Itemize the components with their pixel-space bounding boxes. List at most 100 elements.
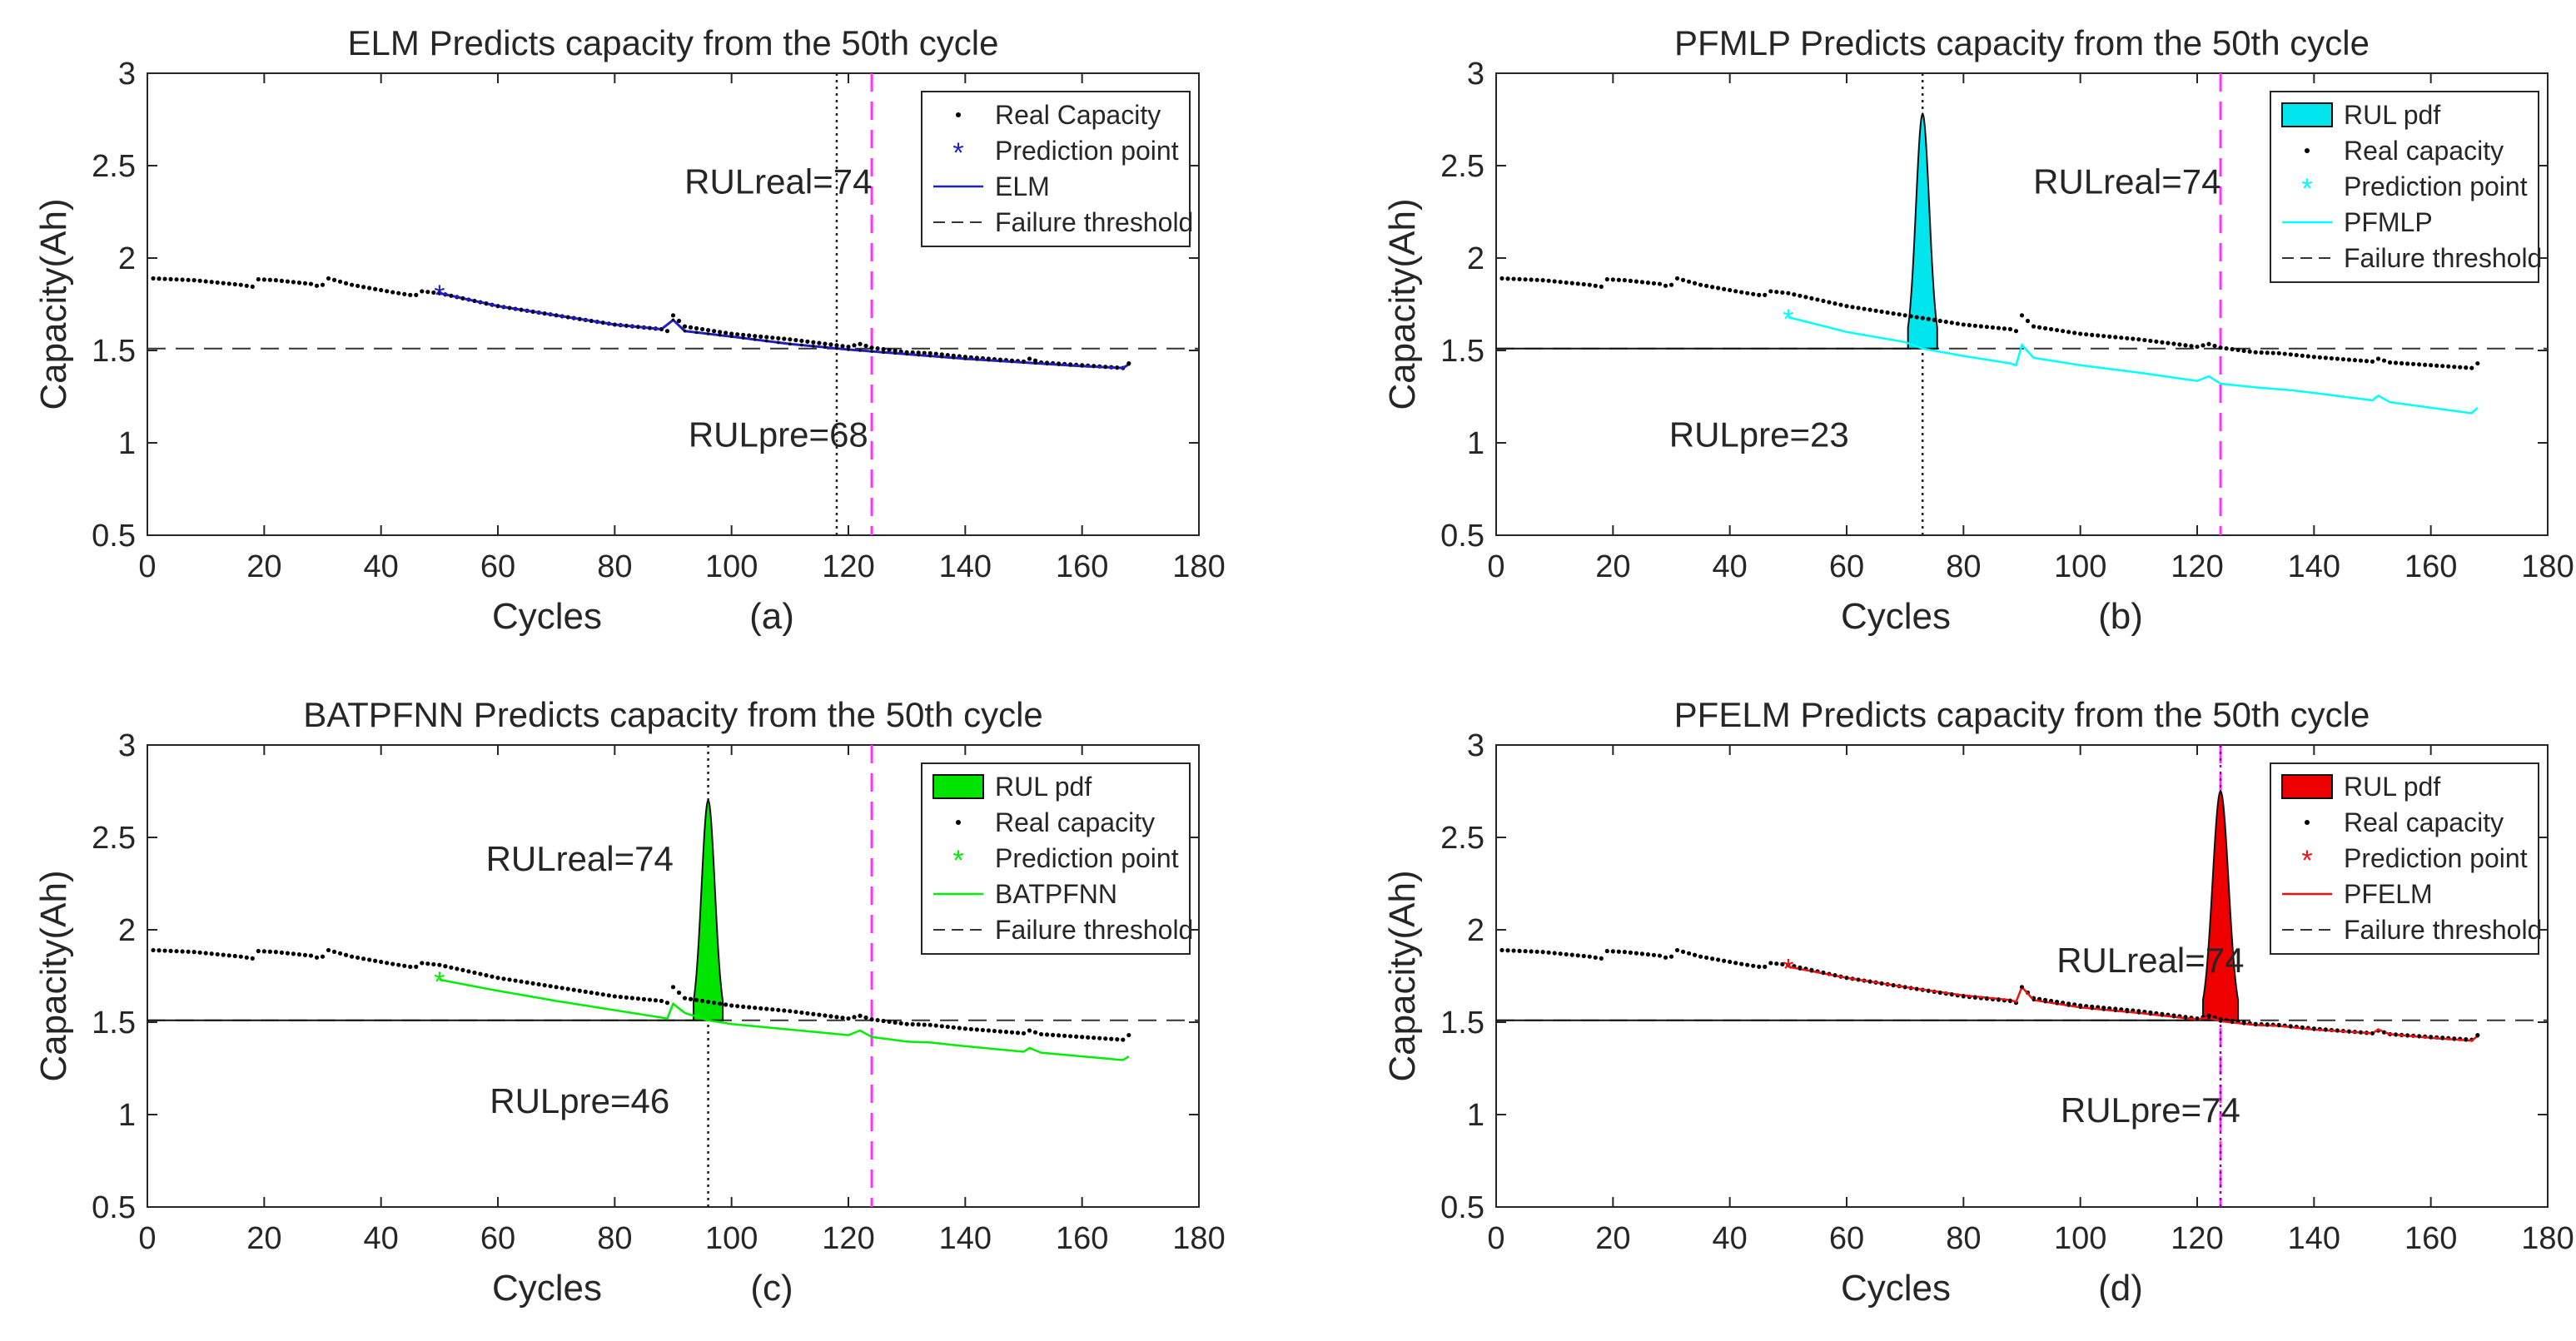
real-capacity-point	[1728, 959, 1733, 965]
prediction-dot	[2429, 1036, 2433, 1040]
prediction-dot	[1103, 365, 1107, 369]
real-capacity-point	[893, 348, 898, 353]
prediction-dot	[1927, 989, 1931, 992]
prediction-dot	[2161, 1014, 2164, 1017]
real-capacity-point	[279, 950, 284, 955]
prediction-dot	[2265, 1024, 2269, 1027]
prediction-dot	[905, 352, 908, 356]
real-capacity-point	[472, 970, 477, 976]
real-capacity-point	[337, 951, 343, 956]
prediction-dot	[1903, 986, 1907, 989]
real-capacity-point	[1850, 305, 1855, 310]
real-capacity-point	[308, 953, 314, 958]
real-capacity-point	[2101, 334, 2106, 339]
real-capacity-point	[554, 985, 559, 990]
real-capacity-point	[180, 277, 185, 282]
real-capacity-point	[629, 996, 634, 1001]
real-capacity-point	[1763, 964, 1768, 969]
real-capacity-point	[659, 998, 664, 1004]
prediction-dot	[1915, 987, 1918, 991]
real-capacity-point	[379, 287, 384, 293]
legend-box	[921, 91, 1191, 247]
prediction-dot	[2207, 1016, 2210, 1020]
real-capacity-point	[431, 961, 436, 967]
real-capacity-point	[2434, 363, 2439, 368]
real-capacity-point	[2189, 344, 2194, 349]
real-capacity-point	[495, 976, 500, 981]
real-capacity-point	[162, 276, 167, 281]
prediction-dot	[601, 320, 605, 325]
real-capacity-point	[1599, 284, 1604, 290]
real-capacity-point	[536, 981, 541, 987]
real-capacity-point	[1634, 951, 1639, 956]
legend-item: Failure threshold	[933, 915, 1193, 945]
real-capacity-point	[425, 961, 430, 966]
prediction-dot	[1045, 362, 1049, 366]
prediction-dot	[1092, 365, 1096, 369]
real-capacity-point	[1121, 1037, 1126, 1042]
prediction-line	[1788, 966, 2479, 1042]
real-capacity-point	[2241, 348, 2246, 353]
real-capacity-point	[922, 350, 927, 355]
real-capacity-point	[682, 996, 688, 1001]
prediction-dot	[753, 338, 757, 341]
real-capacity-point	[226, 953, 231, 958]
legend-label: ELM	[995, 171, 1050, 201]
real-capacity-point	[1044, 1032, 1050, 1037]
real-capacity-point	[1575, 953, 1580, 958]
real-capacity-point	[805, 1011, 810, 1016]
rul-real-annotation: RULreal=74	[2056, 941, 2244, 980]
prediction-dot	[1080, 365, 1084, 368]
real-capacity-point	[869, 1017, 874, 1022]
rul-real-annotation: RULreal=74	[2033, 161, 2220, 201]
prediction-dot	[2078, 1006, 2082, 1010]
x-tick-label: 40	[1713, 549, 1748, 584]
real-capacity-point	[594, 991, 599, 996]
legend: RUL pdf Real capacity * Prediction point PFE…	[2270, 762, 2542, 955]
y-tick-label: 1	[1467, 1098, 1484, 1133]
legend-swatch-star: *	[952, 137, 963, 169]
x-tick-label: 100	[2054, 549, 2106, 584]
x-tick-label: 180	[2521, 549, 2574, 584]
real-capacity-point	[1809, 296, 1814, 300]
real-capacity-point	[244, 283, 249, 288]
prediction-dot	[764, 339, 768, 343]
prediction-dot	[940, 355, 944, 359]
real-capacity-point	[209, 951, 214, 956]
rul-pre-annotation: RULpre=74	[2061, 1090, 2240, 1130]
real-capacity-point	[1599, 956, 1604, 961]
real-capacity-point	[624, 995, 629, 1000]
real-capacity-point	[1774, 961, 1779, 966]
real-capacity-point	[1622, 950, 1627, 955]
real-capacity-point	[186, 949, 191, 954]
prediction-dot	[2196, 1017, 2199, 1021]
real-capacity-point	[735, 1004, 740, 1009]
real-capacity-point	[162, 948, 167, 953]
real-capacity-point	[507, 977, 512, 982]
real-capacity-point	[712, 1001, 717, 1006]
y-tick-label: 1.5	[92, 1006, 136, 1041]
real-capacity-point	[1680, 949, 1686, 954]
real-capacity-point	[396, 962, 401, 967]
x-tick-label: 0	[138, 1221, 156, 1256]
real-capacity-point	[1610, 277, 1615, 282]
prediction-dot	[450, 294, 453, 298]
rul-pre-annotation: RULpre=23	[1669, 415, 1849, 454]
prediction-dot	[1938, 991, 1942, 994]
real-capacity-point	[320, 954, 326, 959]
real-capacity-point	[764, 335, 769, 340]
prediction-dot	[952, 356, 956, 360]
real-capacity-point	[2446, 364, 2451, 369]
real-capacity-point	[2323, 355, 2328, 360]
real-capacity-point	[1961, 322, 1966, 327]
y-axis-label: Capacity(Ah)	[1382, 198, 1423, 410]
x-tick-label: 140	[939, 549, 992, 584]
x-tick-label: 20	[246, 549, 281, 584]
real-capacity-point	[525, 980, 530, 985]
real-capacity-point	[1511, 948, 1516, 953]
real-capacity-point	[933, 351, 938, 356]
prediction-dot	[2277, 1024, 2281, 1028]
prediction-dot	[1962, 994, 1966, 997]
x-tick-label: 120	[822, 549, 874, 584]
prediction-dot	[648, 326, 652, 330]
